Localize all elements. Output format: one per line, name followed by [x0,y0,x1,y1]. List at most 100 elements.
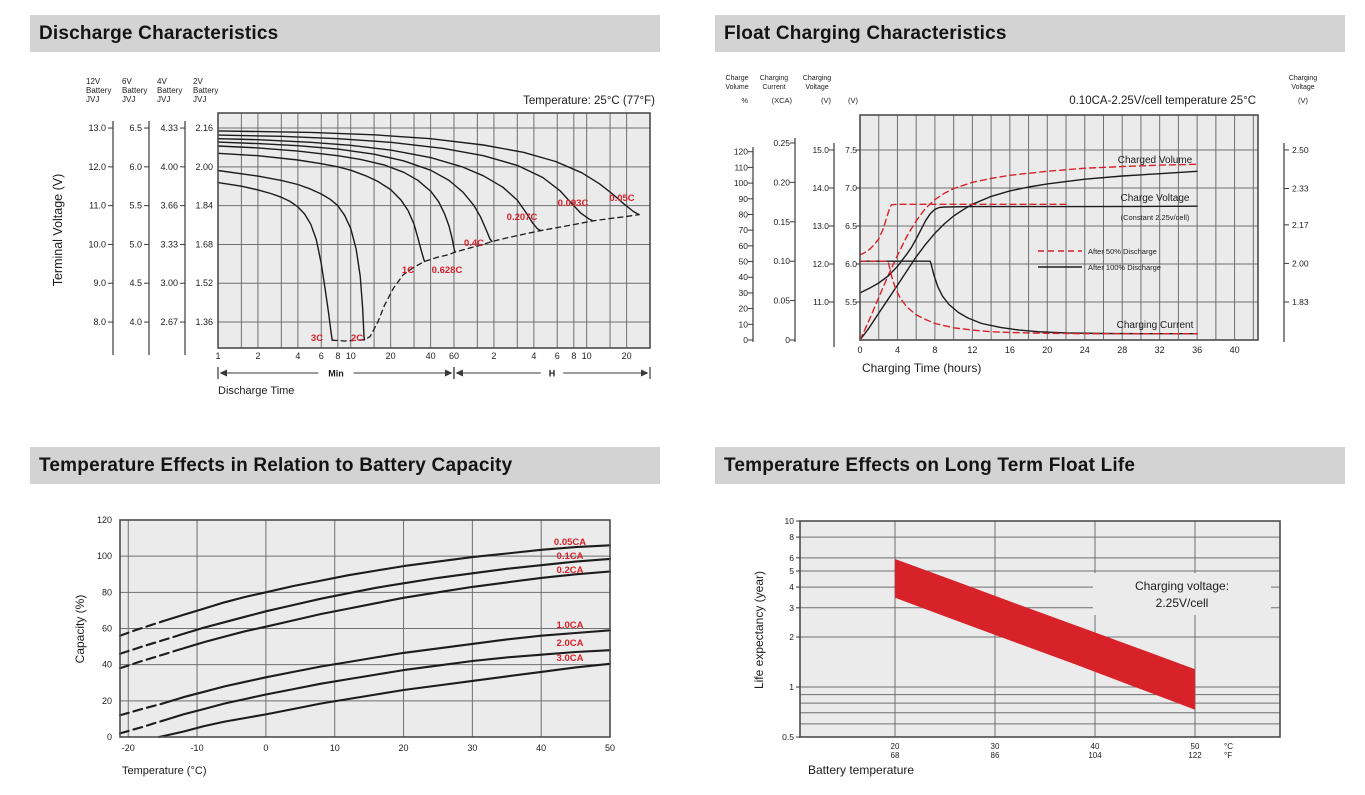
chart-label: JVJ [122,95,135,104]
y-tick-label: 2 [789,632,794,642]
chart-label: (V) [1298,96,1309,105]
constant-voltage-label: (Constant 2.25v/cell) [1121,213,1190,222]
x-tick-label: 4 [531,351,536,361]
x-tick-label: 40 [536,743,546,753]
chart-label: Volume [725,84,748,91]
y-tick-label: 1.84 [195,201,213,211]
chart-label: Charging [1289,75,1318,82]
x-tick-label: 2 [491,351,496,361]
y-tick-label: 1 [789,682,794,692]
curve-label-02ca: 0.2CA [557,565,584,576]
section-title-float-charging: Float Charging Characteristics [715,15,1345,52]
arrowhead-right [444,369,453,377]
series-charging-current-50 [859,260,1198,335]
x-tick-label: 40 [1230,345,1240,355]
y-tick-label: 3.00 [160,278,178,288]
y-tick-label: 40 [102,660,112,670]
chart-label: Current [762,84,785,91]
y-tick-label: 120 [97,515,112,525]
x-tick-label-celsius: 40 [1091,742,1100,751]
y-tick-label: 13.0 [88,123,106,133]
plot-area [860,115,1258,340]
y-tick-label: 2.50 [1292,145,1309,155]
y-tick-label: 6.0 [845,259,857,269]
y-tick-label: 0.05 [773,296,790,306]
y-tick-label: 0 [785,335,790,345]
x-tick-label: 24 [1080,345,1090,355]
x-tick-label: 6 [319,351,324,361]
y-tick-label: 5.0 [129,239,142,249]
x-tick-label: 10 [346,351,356,361]
x-tick-label: 12 [967,345,977,355]
legend-50-discharge: After 50% Discharge [1088,247,1157,256]
charging-voltage-annotation-1: Charging voltage: [1135,579,1229,593]
x-tick-label-celsius: 50 [1191,742,1200,751]
curve-label-0628c: 0.628C [432,265,463,276]
x-tick-label: 0 [263,743,268,753]
x-tick-label: 6 [555,351,560,361]
x-tick-label: 0 [857,345,862,355]
series-0.05C [217,130,640,216]
section-title-temp-capacity: Temperature Effects in Relation to Batte… [30,447,660,484]
y-tick-label: 2.67 [160,317,178,327]
plot-border [799,520,1281,738]
series-charged-volume-100 [859,170,1198,341]
plot-area [218,113,650,348]
y-tick-label: 2.16 [195,123,213,133]
x-tick-label: 60 [449,351,459,361]
x-tick-label: 20 [386,351,396,361]
y-tick-label: 70 [739,225,749,235]
y-tick-label: 11.0 [89,201,106,211]
x-tick-label: 8 [571,351,576,361]
chart-label: Charging [803,75,832,82]
y-tick-label: 4.5 [129,278,142,288]
condition-annotation: 0.10CA-2.25V/cell temperature 25°C [1069,95,1256,107]
series-1.0CA [118,702,164,717]
chart-label: JVJ [193,95,206,104]
charging-voltage-annotation-2: 2.25V/cell [1156,596,1209,610]
x-tick-label-celsius: 30 [991,742,1000,751]
y-tick-label: 100 [97,551,112,561]
y-tick-label: 90 [739,194,749,204]
y-tick-label: 5.5 [845,297,857,307]
curve-label-20ca: 2.0CA [557,638,584,649]
charging-current-label: Charging Current [1117,320,1194,331]
curve-label-01ca: 0.1CA [557,551,584,562]
y-tick-label: 0.20 [773,177,790,187]
y-tick-label: 0 [743,335,748,345]
curve-label-3c: 3C [311,333,323,344]
y-tick-label: 2.00 [195,162,213,172]
y-tick-label: 0.15 [773,217,790,227]
x-tick-label: 20 [622,351,632,361]
series-1.0CA [161,629,612,705]
chart-label: 2V [193,77,203,86]
y-tick-label: 3.33 [160,239,178,249]
x-tick-label: 30 [467,743,477,753]
y-tick-label: 80 [102,587,112,597]
legend-100-discharge: After 100% Discharge [1088,263,1161,272]
x-tick-label: 8 [335,351,340,361]
plot-border [119,519,611,738]
y-tick-label: 14.0 [812,183,829,193]
x-axis-title: Battery temperature [808,763,914,777]
series-charge-voltage-100 [859,205,1198,294]
y-tick-label: 1.83 [1292,297,1309,307]
life-expectancy-band [895,559,1195,710]
y-tick-label: 15.0 [812,145,829,155]
x-tick-label: 8 [932,345,937,355]
series-2.0CA [161,649,612,722]
series-2C [217,169,366,341]
x-tick-label-fahrenheit: 104 [1088,751,1102,760]
chart-label: Charging [760,75,789,82]
series-0.1CA [118,632,185,655]
y-tick-label: 6 [789,553,794,563]
chart-label: JVJ [157,95,170,104]
y-tick-label: 60 [739,241,749,251]
y-tick-label: 1.36 [195,317,213,327]
y-tick-label: 4.00 [160,162,178,172]
series-charge-voltage-50 [859,203,1067,256]
chart-label: Voltage [1291,84,1314,91]
x-tick-label: 10 [582,351,592,361]
chart-label: (XCA) [772,96,793,105]
y-tick-label: 2.17 [1292,220,1309,230]
